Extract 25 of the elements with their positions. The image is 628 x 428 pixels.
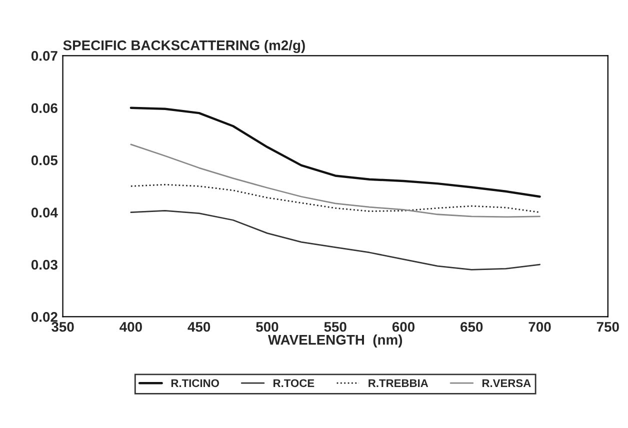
x-tick-label: 500 <box>256 322 278 332</box>
y-tick-label: 0.04 <box>31 208 58 218</box>
line-series <box>130 106 541 198</box>
line-series <box>130 144 540 218</box>
legend-label: R.TICINO <box>171 379 219 388</box>
line-series <box>130 184 540 213</box>
y-tick-label: 0.06 <box>31 103 58 114</box>
y-tick-label: 0.03 <box>31 260 58 270</box>
x-tick-label: 450 <box>188 322 210 332</box>
x-tick-label: 650 <box>460 322 483 332</box>
x-axis-title: WAVELENGTH (nm) <box>268 334 402 348</box>
x-tick-label: 600 <box>392 322 415 332</box>
line-series <box>130 210 540 270</box>
x-tick-label: 750 <box>596 322 619 332</box>
legend-label: R.TOCE <box>274 379 314 388</box>
x-tick-label: 400 <box>120 322 142 332</box>
y-tick-label: 0.07 <box>31 50 58 61</box>
x-tick-label: 550 <box>324 322 346 332</box>
chart-title: SPECIFIC BACKSCATTERING (m2/g) <box>63 40 305 54</box>
x-tick-label: 350 <box>52 322 74 332</box>
y-tick-label: 0.02 <box>31 312 58 322</box>
legend-label: R.TREBBIA <box>368 379 428 387</box>
y-tick-label: 0.05 <box>31 155 58 166</box>
legend-label: R.VERSA <box>482 379 531 388</box>
x-tick-label: 700 <box>528 322 551 332</box>
